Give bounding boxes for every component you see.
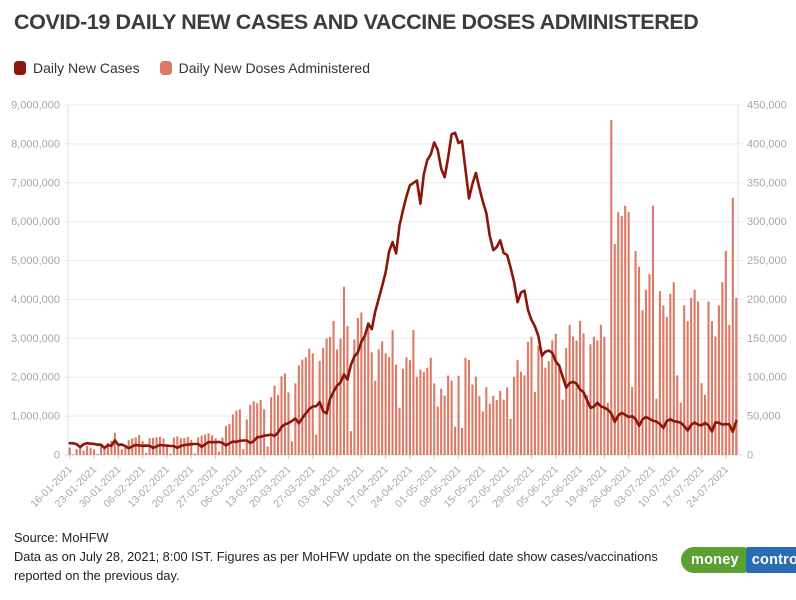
chart-canvas: 0 1,000,000 2,000,000 3,000,000 4,000,000 5,0… bbox=[11, 100, 787, 511]
svg-text:150,000: 150,000 bbox=[747, 333, 787, 345]
logo-money-part: money bbox=[681, 547, 746, 573]
svg-text:5,000,000: 5,000,000 bbox=[11, 255, 60, 267]
logo-control-part: control bbox=[745, 547, 796, 573]
svg-text:200,000: 200,000 bbox=[747, 294, 787, 306]
svg-text:1,000,000: 1,000,000 bbox=[11, 411, 60, 423]
cases-swatch-icon bbox=[14, 61, 26, 75]
svg-text:2,000,000: 2,000,000 bbox=[11, 372, 60, 384]
svg-text:50,000: 50,000 bbox=[747, 411, 781, 423]
svg-text:7,000,000: 7,000,000 bbox=[11, 177, 60, 189]
svg-text:6,000,000: 6,000,000 bbox=[11, 216, 60, 228]
svg-text:400,000: 400,000 bbox=[747, 138, 787, 150]
legend-item-doses: Daily New Doses Administered bbox=[159, 60, 370, 76]
legend: Daily New Cases Daily New Doses Administ… bbox=[14, 60, 370, 76]
data-note: Data as on July 28, 2021; 8:00 IST. Figu… bbox=[14, 549, 658, 583]
svg-text:9,000,000: 9,000,000 bbox=[11, 100, 60, 112]
legend-label-doses: Daily New Doses Administered bbox=[178, 60, 370, 76]
legend-item-cases: Daily New Cases bbox=[14, 60, 140, 76]
moneycontrol-logo: money control bbox=[681, 547, 796, 573]
page-title: COVID-19 DAILY NEW CASES AND VACCINE DOS… bbox=[14, 10, 699, 34]
svg-text:3,000,000: 3,000,000 bbox=[11, 333, 60, 345]
footer: Source: MoHFW Data as on July 28, 2021; … bbox=[14, 530, 676, 585]
svg-text:4,000,000: 4,000,000 bbox=[11, 294, 60, 306]
svg-text:0: 0 bbox=[747, 450, 753, 462]
source-label: Source: MoHFW bbox=[14, 530, 109, 545]
svg-text:450,000: 450,000 bbox=[747, 100, 787, 112]
svg-text:250,000: 250,000 bbox=[747, 255, 787, 267]
svg-text:8,000,000: 8,000,000 bbox=[11, 138, 60, 150]
legend-label-cases: Daily New Cases bbox=[33, 60, 140, 76]
svg-text:300,000: 300,000 bbox=[747, 216, 787, 228]
svg-text:0: 0 bbox=[54, 450, 60, 462]
svg-text:350,000: 350,000 bbox=[747, 177, 787, 189]
svg-text:100,000: 100,000 bbox=[747, 372, 787, 384]
doses-swatch-icon bbox=[159, 61, 172, 75]
